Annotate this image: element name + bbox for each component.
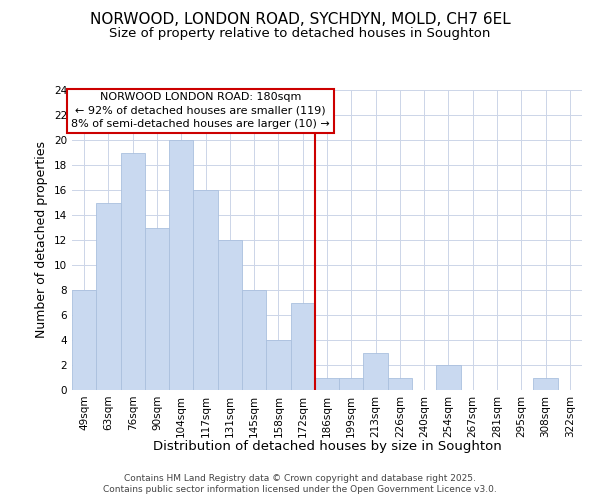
Text: NORWOOD LONDON ROAD: 180sqm
← 92% of detached houses are smaller (119)
8% of sem: NORWOOD LONDON ROAD: 180sqm ← 92% of det…: [71, 92, 330, 129]
Y-axis label: Number of detached properties: Number of detached properties: [35, 142, 49, 338]
Bar: [315, 378, 339, 390]
Bar: [121, 152, 145, 390]
Bar: [339, 378, 364, 390]
Bar: [145, 228, 169, 390]
X-axis label: Distribution of detached houses by size in Soughton: Distribution of detached houses by size …: [152, 440, 502, 453]
Bar: [388, 378, 412, 390]
Bar: [290, 302, 315, 390]
Bar: [193, 190, 218, 390]
Bar: [169, 140, 193, 390]
Bar: [436, 365, 461, 390]
Bar: [364, 352, 388, 390]
Text: Contains HM Land Registry data © Crown copyright and database right 2025.
Contai: Contains HM Land Registry data © Crown c…: [103, 474, 497, 494]
Bar: [242, 290, 266, 390]
Bar: [533, 378, 558, 390]
Text: NORWOOD, LONDON ROAD, SYCHDYN, MOLD, CH7 6EL: NORWOOD, LONDON ROAD, SYCHDYN, MOLD, CH7…: [89, 12, 511, 28]
Bar: [218, 240, 242, 390]
Bar: [266, 340, 290, 390]
Text: Size of property relative to detached houses in Soughton: Size of property relative to detached ho…: [109, 28, 491, 40]
Bar: [96, 202, 121, 390]
Bar: [72, 290, 96, 390]
